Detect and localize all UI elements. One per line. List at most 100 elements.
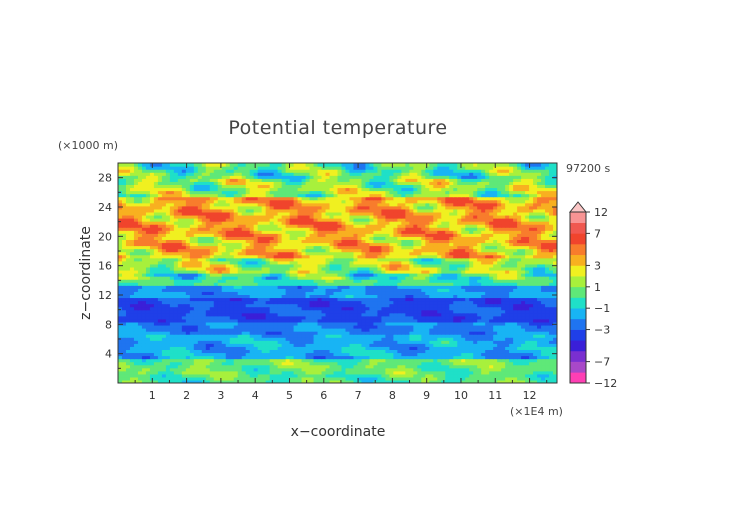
heatmap-cell bbox=[329, 337, 335, 341]
heatmap-cell bbox=[361, 306, 367, 311]
heatmap-cell bbox=[417, 318, 422, 323]
heatmap-cell bbox=[345, 376, 351, 381]
heatmap-cell bbox=[349, 297, 355, 302]
heatmap-cell bbox=[413, 303, 418, 308]
heatmap-cell bbox=[365, 273, 371, 277]
heatmap-cell bbox=[361, 309, 367, 314]
heatmap-cell bbox=[149, 303, 155, 308]
heatmap-cell bbox=[349, 328, 355, 332]
heatmap-cell bbox=[365, 337, 371, 341]
heatmap-cell bbox=[517, 373, 522, 378]
heatmap-cell bbox=[493, 321, 498, 326]
heatmap-cell bbox=[417, 337, 422, 341]
heatmap-cell bbox=[225, 367, 231, 372]
heatmap-cell bbox=[549, 352, 554, 357]
heatmap-cell bbox=[397, 279, 402, 283]
heatmap-cell bbox=[473, 266, 478, 271]
heatmap-cell bbox=[421, 291, 426, 295]
heatmap-cell bbox=[225, 346, 231, 350]
heatmap-cell bbox=[377, 254, 382, 259]
heatmap-cell bbox=[509, 309, 514, 314]
heatmap-cell bbox=[385, 260, 390, 265]
heatmap-cell bbox=[245, 263, 251, 268]
heatmap-cell bbox=[245, 242, 251, 247]
heatmap-cell bbox=[285, 248, 291, 253]
heatmap-cell bbox=[145, 294, 151, 299]
heatmap-cell bbox=[341, 288, 347, 292]
heatmap-cell bbox=[197, 269, 203, 274]
heatmap-cell bbox=[269, 297, 275, 302]
heatmap-cell bbox=[493, 367, 498, 372]
heatmap-cell bbox=[225, 260, 231, 265]
heatmap-cell bbox=[189, 251, 195, 256]
heatmap-cell bbox=[433, 300, 438, 305]
heatmap-cell bbox=[165, 279, 171, 283]
heatmap-cell bbox=[217, 370, 223, 375]
heatmap-cell bbox=[265, 364, 271, 369]
heatmap-cell bbox=[553, 346, 557, 350]
heatmap-cell bbox=[409, 254, 414, 259]
heatmap-cell bbox=[129, 337, 135, 341]
heatmap-cell bbox=[321, 266, 327, 271]
heatmap-cell bbox=[421, 331, 426, 335]
heatmap-cell bbox=[257, 370, 263, 375]
heatmap-cell bbox=[425, 306, 430, 311]
heatmap-cell bbox=[161, 312, 167, 317]
heatmap-cell bbox=[185, 355, 191, 360]
heatmap-cell bbox=[433, 254, 438, 259]
heatmap-cell bbox=[321, 312, 327, 317]
heatmap-cell bbox=[529, 318, 534, 323]
heatmap-cell bbox=[269, 269, 275, 274]
heatmap-cell bbox=[373, 306, 379, 311]
heatmap-cell bbox=[257, 352, 263, 357]
heatmap-cell bbox=[465, 349, 470, 354]
heatmap-cell bbox=[453, 373, 458, 378]
heatmap-cell bbox=[533, 361, 538, 366]
heatmap-cell bbox=[457, 358, 462, 363]
heatmap-cell bbox=[249, 321, 255, 326]
heatmap-cell bbox=[541, 328, 546, 332]
heatmap-cell bbox=[233, 343, 239, 347]
heatmap-cell bbox=[357, 324, 363, 329]
heatmap-cell bbox=[541, 263, 546, 268]
heatmap-cell bbox=[549, 269, 554, 274]
heatmap-cell bbox=[361, 370, 367, 375]
heatmap-cell bbox=[461, 376, 466, 381]
heatmap-cell bbox=[509, 340, 514, 344]
heatmap-cell bbox=[485, 248, 490, 253]
heatmap-cell bbox=[185, 297, 191, 302]
heatmap-cell bbox=[369, 373, 375, 378]
heatmap-cell bbox=[373, 291, 379, 295]
heatmap-cell bbox=[465, 355, 470, 360]
heatmap-cell bbox=[517, 355, 522, 360]
heatmap-cell bbox=[353, 340, 359, 344]
heatmap-cell bbox=[197, 306, 203, 311]
heatmap-cell bbox=[381, 343, 386, 347]
heatmap-cell bbox=[145, 376, 151, 381]
heatmap-cell bbox=[257, 328, 263, 332]
heatmap-cell bbox=[417, 352, 422, 357]
heatmap-cell bbox=[493, 370, 498, 375]
heatmap-cell bbox=[353, 269, 359, 274]
heatmap-cell bbox=[253, 285, 259, 289]
heatmap-cell bbox=[453, 358, 458, 363]
heatmap-cell bbox=[473, 245, 478, 250]
heatmap-cell bbox=[273, 331, 279, 335]
heatmap-cell bbox=[469, 355, 474, 360]
heatmap-cell bbox=[509, 361, 514, 366]
heatmap-cell bbox=[157, 318, 163, 323]
heatmap-cell bbox=[377, 352, 382, 357]
heatmap-cell bbox=[333, 279, 339, 283]
heatmap-cell bbox=[497, 312, 502, 317]
heatmap-cell bbox=[537, 324, 542, 329]
heatmap-cell bbox=[393, 309, 398, 314]
heatmap-cell bbox=[189, 303, 195, 308]
heatmap-cell bbox=[149, 337, 155, 341]
heatmap-cell bbox=[417, 285, 422, 289]
heatmap-cell bbox=[209, 269, 215, 274]
heatmap-cell bbox=[181, 300, 187, 305]
heatmap-cell bbox=[181, 367, 187, 372]
heatmap-cell bbox=[501, 346, 506, 350]
heatmap-cell bbox=[473, 328, 478, 332]
heatmap-cell bbox=[329, 263, 335, 268]
